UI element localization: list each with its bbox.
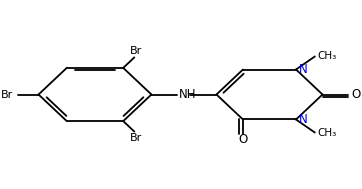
Text: Br: Br xyxy=(1,90,13,99)
Text: CH₃: CH₃ xyxy=(317,129,337,139)
Text: CH₃: CH₃ xyxy=(317,50,337,60)
Text: N: N xyxy=(299,63,307,76)
Text: NH: NH xyxy=(179,88,196,101)
Text: N: N xyxy=(299,113,307,126)
Text: Br: Br xyxy=(130,46,142,56)
Text: Br: Br xyxy=(130,133,142,143)
Text: O: O xyxy=(238,133,248,146)
Text: O: O xyxy=(351,88,360,101)
